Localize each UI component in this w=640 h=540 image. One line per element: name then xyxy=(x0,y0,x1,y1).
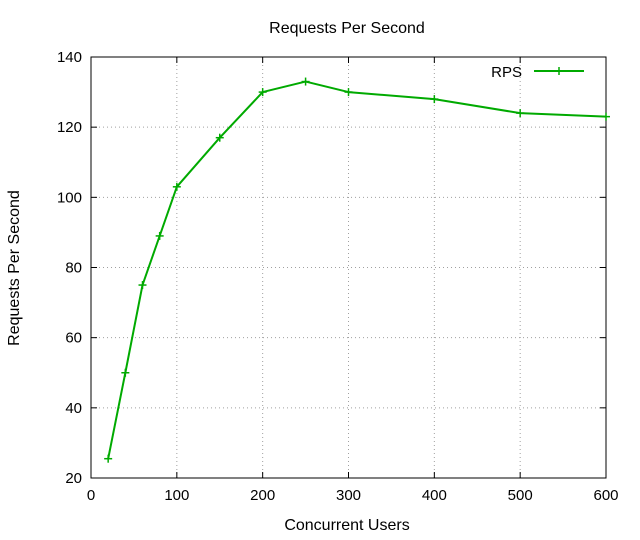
x-tick-label: 100 xyxy=(164,487,189,504)
data-point xyxy=(516,109,525,118)
x-tick-label: 600 xyxy=(593,487,618,504)
data-point xyxy=(172,182,181,191)
x-tick-label: 300 xyxy=(336,487,361,504)
axis-ticks: 0 100 200 300 400 500 600 20 40 60 80 100 120 140 xyxy=(57,49,619,504)
x-tick-label: 400 xyxy=(422,487,447,504)
y-tick-label: 80 xyxy=(65,260,82,277)
y-tick-label: 20 xyxy=(65,470,82,487)
data-point xyxy=(155,231,164,240)
data-point xyxy=(602,112,610,121)
data-point xyxy=(215,133,224,142)
legend-label: RPS xyxy=(491,64,522,81)
x-tick-label: 200 xyxy=(250,487,275,504)
data-point xyxy=(138,281,147,290)
data-point xyxy=(430,95,439,104)
series-layer xyxy=(104,77,610,463)
x-tick-label: 0 xyxy=(87,487,95,504)
y-tick-label: 40 xyxy=(65,400,82,417)
legend: RPS xyxy=(491,64,584,81)
chart-title: Requests Per Second xyxy=(269,20,425,37)
series-line-rps xyxy=(107,80,607,459)
data-point xyxy=(258,88,267,97)
data-point xyxy=(104,454,113,463)
x-tick-label: 500 xyxy=(508,487,533,504)
grid-lines xyxy=(91,57,606,478)
y-tick-label: 60 xyxy=(65,330,82,347)
data-point xyxy=(344,88,353,97)
y-axis-label: Requests Per Second xyxy=(6,190,23,346)
data-point xyxy=(301,77,310,86)
y-tick-label: 120 xyxy=(57,119,82,136)
plot-frame xyxy=(90,56,607,479)
x-axis-label: Concurrent Users xyxy=(284,517,409,534)
data-point xyxy=(121,368,130,377)
y-tick-label: 100 xyxy=(57,189,82,206)
y-tick-label: 140 xyxy=(57,49,82,66)
